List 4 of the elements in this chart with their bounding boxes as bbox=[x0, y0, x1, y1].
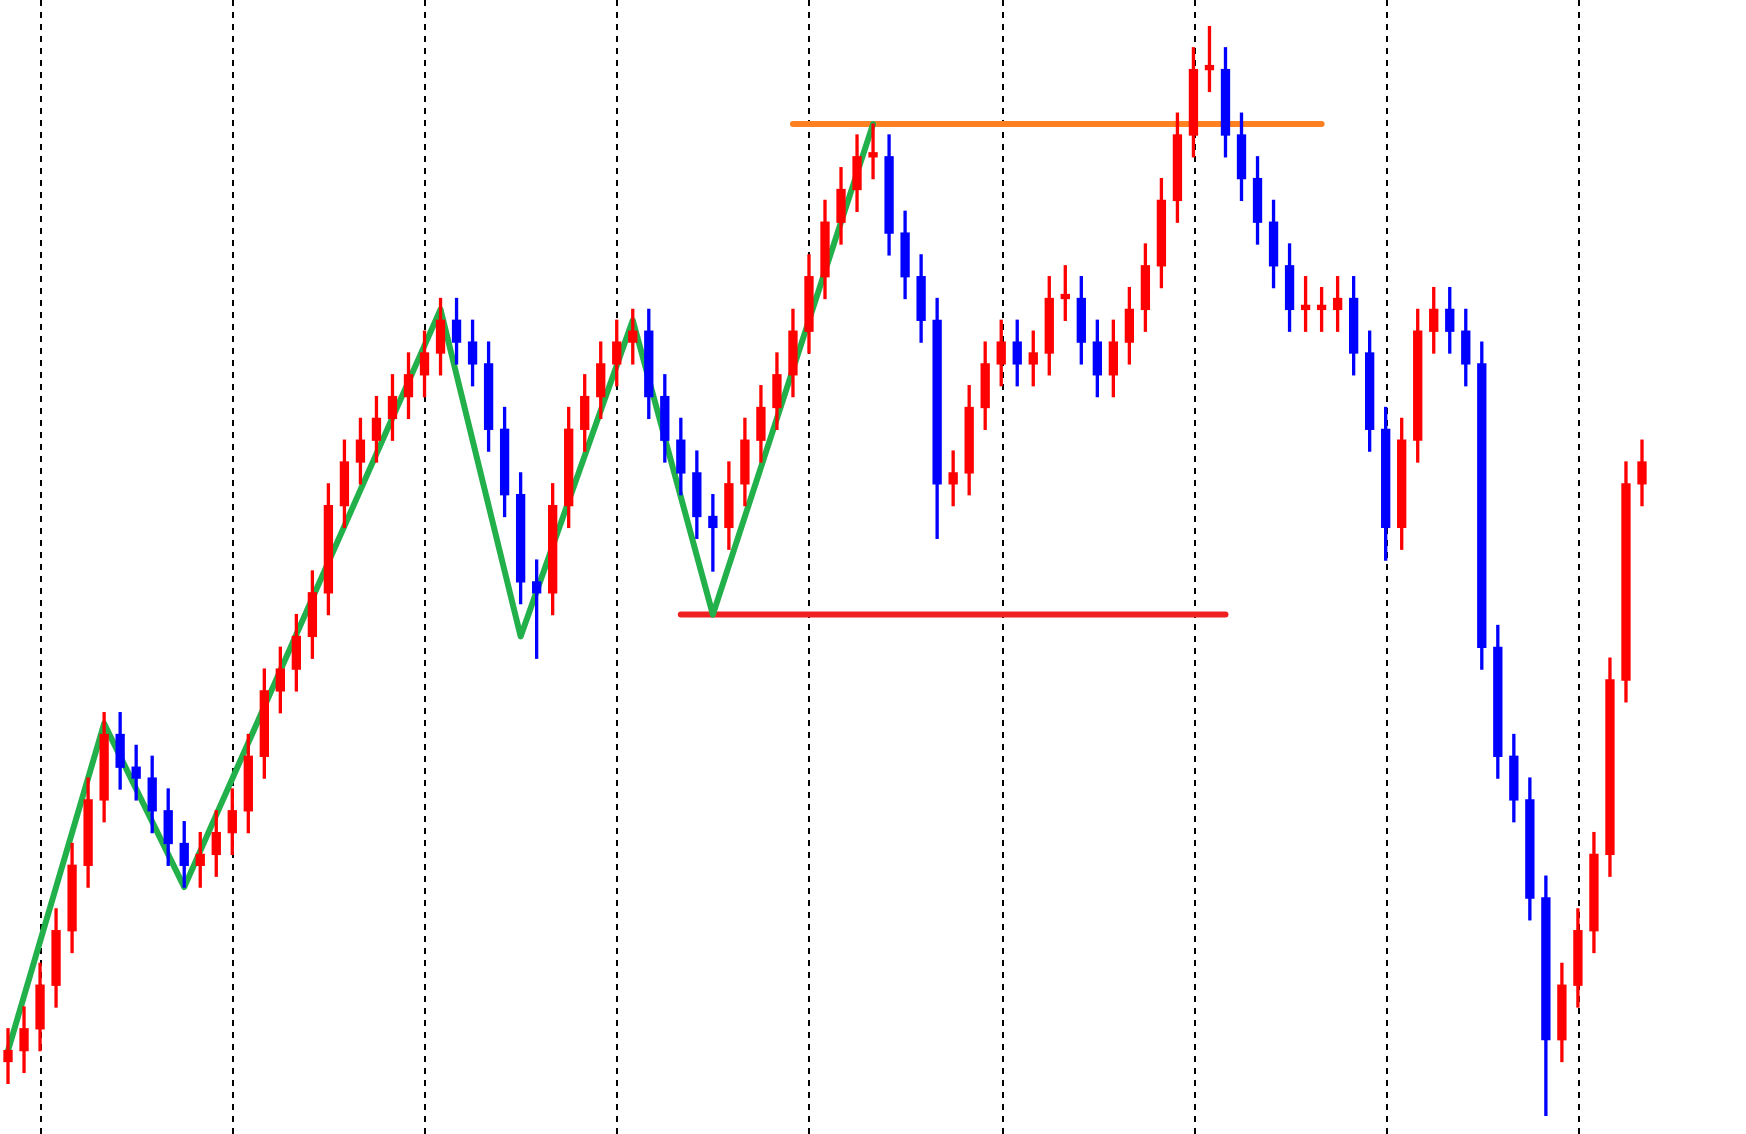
candlestick bbox=[868, 123, 878, 180]
candlestick bbox=[948, 450, 958, 507]
candlestick bbox=[3, 1028, 13, 1084]
candlestick bbox=[708, 494, 718, 572]
